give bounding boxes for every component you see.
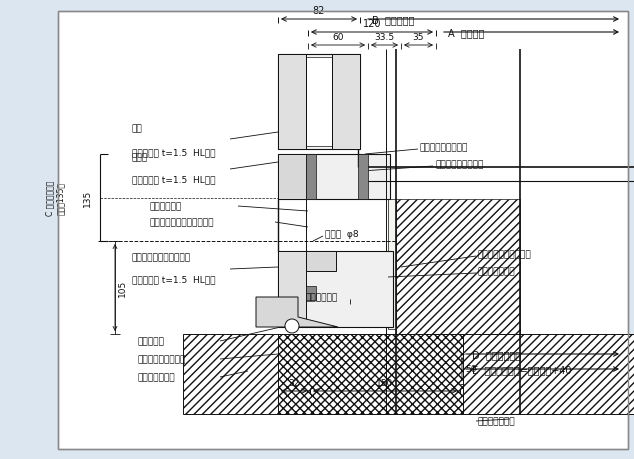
Polygon shape	[256, 297, 338, 327]
Text: 押縁: 押縁	[132, 124, 143, 133]
Text: 32: 32	[288, 378, 300, 387]
Text: B  枠外形寸法: B 枠外形寸法	[372, 15, 415, 25]
Text: 150: 150	[377, 378, 394, 387]
Bar	[396, 334, 520, 414]
Bar	[183, 334, 634, 414]
Text: 105: 105	[118, 279, 127, 297]
Text: 120: 120	[363, 19, 381, 29]
Text: 網入ガラス（別途）: 網入ガラス（別途）	[435, 160, 483, 169]
Text: 水抜穴  φ8: 水抜穴 φ8	[325, 230, 359, 239]
Bar	[306, 286, 316, 300]
Bar	[306, 155, 316, 200]
Bar	[396, 200, 520, 414]
Text: D  仕上開口寸法: D 仕上開口寸法	[472, 349, 521, 359]
Text: 水抜穴カバー: 水抜穴カバー	[150, 202, 182, 211]
Text: 排水パイプ: 排水パイプ	[138, 337, 165, 346]
Bar	[306, 252, 336, 271]
Bar	[388, 200, 396, 329]
Text: 詰めモルタル（別途）: 詰めモルタル（別途）	[478, 250, 532, 259]
Text: 50: 50	[465, 365, 477, 374]
Text: 二段水切（オプション）: 二段水切（オプション）	[132, 252, 191, 262]
Text: シーリング（オプション）: シーリング（オプション）	[150, 218, 214, 227]
Bar	[278, 334, 463, 414]
Text: 防水層（別途）: 防水層（別途）	[138, 373, 176, 382]
Text: 60: 60	[332, 33, 344, 42]
Text: 基筋（別途）: 基筋（別途）	[305, 293, 337, 302]
Bar	[58, 12, 628, 449]
Bar	[278, 155, 390, 200]
Bar	[278, 252, 393, 327]
Text: 82: 82	[313, 6, 325, 16]
Text: 135: 135	[82, 190, 91, 207]
Bar	[306, 58, 332, 147]
Text: E  躯体開口寸法=呼称寸法+40: E 躯体開口寸法=呼称寸法+40	[472, 364, 571, 374]
Text: 33.5: 33.5	[375, 33, 394, 42]
Text: ステンレス t=1.5  HL仕上: ステンレス t=1.5 HL仕上	[132, 148, 216, 157]
Text: 固定枠: 固定枠	[132, 153, 148, 162]
Circle shape	[285, 319, 299, 333]
Bar	[278, 55, 360, 150]
Text: シーリング（別途）: シーリング（別途）	[420, 143, 469, 152]
Bar	[278, 155, 306, 200]
Bar	[58, 12, 628, 449]
Text: 仕上材（別途）: 仕上材（別途）	[478, 267, 515, 276]
Bar	[332, 55, 360, 150]
Text: A  呼称寸法: A 呼称寸法	[448, 28, 484, 38]
Bar	[278, 55, 306, 150]
Bar	[358, 155, 368, 200]
Text: ステンレス t=1.5  HL仕上: ステンレス t=1.5 HL仕上	[132, 174, 216, 184]
Text: C 断熱材内寸法
（標準135）: C 断熱材内寸法 （標準135）	[45, 180, 65, 216]
Text: シーリング（別途）: シーリング（別途）	[138, 355, 186, 364]
Text: 35: 35	[413, 33, 424, 42]
Bar	[278, 252, 306, 327]
Text: 断熱材（別途）: 断熱材（別途）	[478, 417, 515, 425]
Text: ステンレス t=1.5  HL仕上: ステンレス t=1.5 HL仕上	[132, 274, 216, 283]
